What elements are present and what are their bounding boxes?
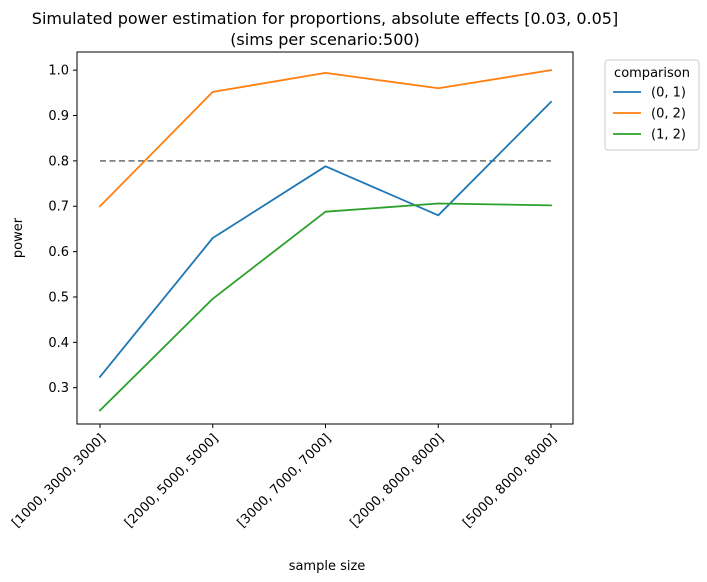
legend-label-2: (0, 2) [651, 107, 686, 122]
legend-label-3: (1, 2) [651, 128, 686, 143]
chart-subtitle: (sims per scenario:500) [230, 30, 420, 49]
y-tick-label: 0.5 [48, 290, 69, 305]
y-tick-label: 0.4 [48, 336, 69, 351]
legend: comparison (0, 1) (0, 2) (1, 2) [605, 60, 699, 150]
y-axis-label: power [11, 217, 26, 258]
y-tick-label: 1.0 [48, 64, 69, 79]
y-tick-label: 0.7 [48, 200, 69, 215]
y-tick-label: 0.3 [48, 381, 69, 396]
y-tick-label: 0.9 [48, 109, 69, 124]
x-axis-label: sample size [289, 559, 366, 574]
chart-title: Simulated power estimation for proportio… [32, 9, 618, 28]
y-tick-label: 0.8 [48, 154, 69, 169]
y-tick-label: 0.6 [48, 245, 69, 260]
legend-title: comparison [614, 66, 690, 81]
legend-label-1: (0, 1) [651, 86, 686, 101]
